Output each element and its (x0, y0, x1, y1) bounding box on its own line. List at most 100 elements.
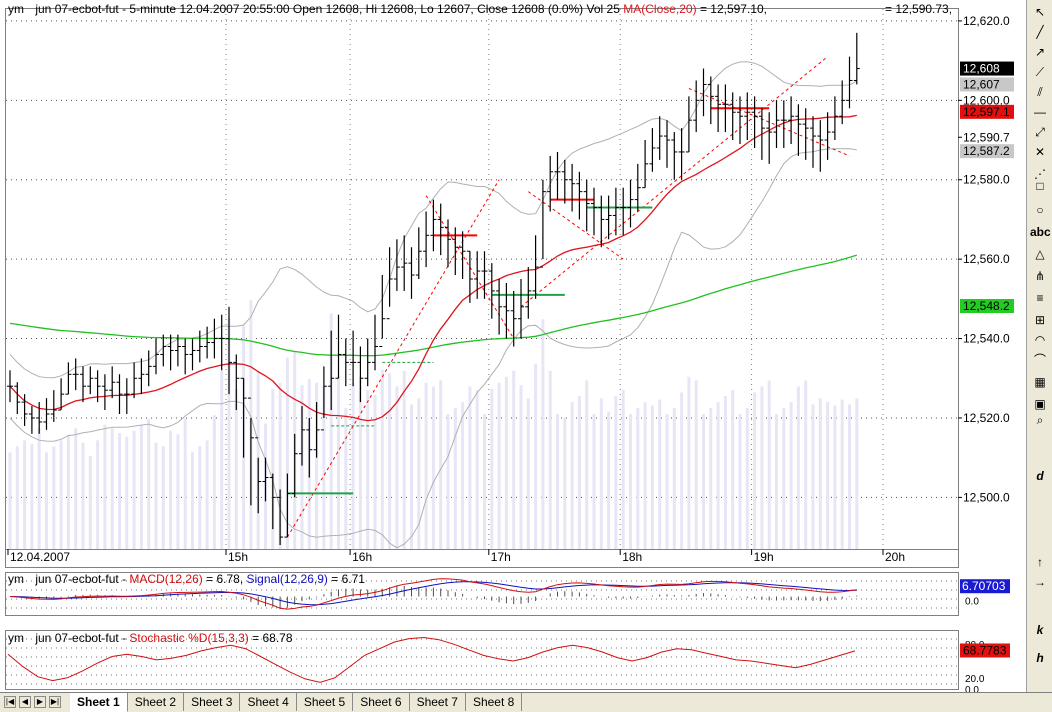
volume-bar (767, 380, 771, 549)
x-tick-label: 20h (885, 550, 905, 564)
volume-bar (607, 411, 611, 549)
price-tag (960, 299, 1014, 313)
volume-bar (351, 382, 355, 549)
tab-sheet-5[interactable]: Sheet 5 (296, 693, 354, 711)
volume-bar (621, 390, 625, 549)
cross-line-icon[interactable]: ✕ (1034, 145, 1046, 159)
trendline-tool-icon[interactable]: ⟋ (1035, 65, 1045, 79)
tab-sheet-4[interactable]: Sheet 4 (240, 693, 297, 711)
x-tick-label: 15h (228, 550, 248, 564)
italic-d-icon[interactable]: d (1036, 469, 1044, 483)
text-tool-icon[interactable]: abc (1030, 225, 1051, 239)
volume-bar (636, 408, 640, 549)
tab-sheet-2[interactable]: Sheet 2 (127, 693, 185, 711)
horizontal-line-icon[interactable]: ― (1034, 105, 1046, 119)
stochastic-label: Stochastic %D(15,3,3) (129, 631, 248, 645)
open-value: Open 12608, (293, 2, 362, 16)
volume-bar (191, 452, 194, 549)
volume-bar (760, 386, 764, 549)
volume-bar (373, 394, 377, 549)
zoom-icon[interactable]: ⌕ (1036, 413, 1044, 427)
datetime: 12.04.2007 20:55:00 (179, 2, 289, 16)
macd-value-tag (960, 579, 1010, 594)
grid-icon[interactable]: ▦ (1034, 375, 1046, 389)
tab-sheet-7[interactable]: Sheet 7 (409, 693, 466, 711)
volume-bar (672, 408, 676, 549)
volume-bar (534, 363, 538, 549)
rectangle-icon[interactable]: □ (1036, 179, 1044, 193)
volume-bar (629, 414, 632, 549)
volume-bar (169, 430, 173, 549)
ma20-line (9, 114, 857, 422)
price-tag (960, 61, 1014, 76)
triangle-icon[interactable]: △ (1035, 247, 1045, 261)
trendline-down-3 (688, 87, 850, 157)
ellipse-icon[interactable]: ○ (1036, 203, 1044, 217)
volume-bar (840, 399, 844, 549)
tab-sheet-8[interactable]: Sheet 8 (465, 693, 523, 711)
tab-sheet-3[interactable]: Sheet 3 (184, 693, 241, 711)
vol-value: Vol 25 (587, 2, 621, 16)
fan-icon[interactable]: ⋰ (1034, 167, 1046, 181)
volume-bar (315, 382, 319, 549)
volume-bar (45, 452, 48, 549)
italic-h-icon[interactable]: h (1036, 651, 1044, 665)
volume-bar (30, 443, 34, 549)
volume-bar (23, 440, 27, 549)
last-sheet-button[interactable]: ▶| (49, 696, 61, 708)
line-tool-icon[interactable]: ╱ (1036, 25, 1044, 39)
pitchfork-icon[interactable]: ⋔ (1034, 269, 1046, 283)
gann-icon[interactable]: ⊞ (1034, 313, 1046, 327)
stochastic-panel[interactable] (5, 630, 959, 690)
volume-bar (643, 402, 647, 549)
italic-k-icon[interactable]: k (1036, 623, 1044, 637)
volume-bar (446, 414, 450, 549)
y-tick-label: 12,600.0 (963, 93, 1010, 107)
price-tag-label: 12,548.2 (963, 299, 1010, 313)
volume-bar (205, 440, 209, 549)
stochastic-value-tag (960, 643, 1010, 658)
volume-bar (453, 408, 457, 549)
volume-bar (789, 402, 793, 549)
first-sheet-button[interactable]: |◀ (4, 696, 16, 708)
volume-bar (431, 386, 435, 549)
y-tick-label: 12,520.0 (963, 411, 1010, 425)
pointer-tool-icon[interactable]: ↖ (1034, 5, 1046, 19)
volume-bar (526, 398, 530, 549)
volume-bar (322, 386, 326, 549)
volume-bar (614, 396, 618, 549)
volume-bar (358, 376, 362, 549)
price-tag-label: 12,597.1 (963, 105, 1010, 119)
arc-icon[interactable]: ⌒ (1033, 353, 1046, 367)
hi-value: Hi 12608, (366, 2, 417, 16)
volume-bar (782, 408, 786, 549)
y-tick-label: 12,620.0 (963, 14, 1010, 28)
macd-label: MACD(12,26) (129, 572, 202, 586)
channel-tool-icon[interactable]: ⫽ (1037, 85, 1043, 99)
arrow-right-icon[interactable]: → (1034, 575, 1046, 589)
arrow-up-icon[interactable]: ↑ (1037, 555, 1043, 569)
volume-bar (702, 414, 705, 549)
volume-bar (59, 440, 63, 549)
box-icon[interactable]: ▣ (1034, 397, 1046, 411)
volume-bar (848, 404, 851, 549)
cycle-icon[interactable]: ◠ (1034, 333, 1046, 347)
ray-tool-icon[interactable]: ↗ (1034, 45, 1046, 59)
signal-label: Signal(12,26,9) (247, 572, 328, 586)
volume-bar (337, 375, 340, 549)
macd-lines (6, 578, 958, 610)
next-sheet-button[interactable]: ▶ (34, 696, 46, 708)
extended-line-icon[interactable]: ⤢ (1035, 125, 1045, 139)
lo-value: Lo 12607, (420, 2, 473, 16)
fibonacci-icon[interactable]: ≡ (1036, 291, 1044, 305)
volume-bar (132, 430, 136, 549)
tab-sheet-1[interactable]: Sheet 1 (70, 693, 128, 712)
price-tag (960, 144, 1014, 159)
volume-bar (88, 455, 92, 549)
chart-area: 12,620.0 12,600.0 12,580.0 12,560.0 12,540.0… (5, 2, 1014, 692)
tab-sheet-6[interactable]: Sheet 6 (353, 693, 410, 711)
prev-sheet-button[interactable]: ◀ (19, 696, 31, 708)
bollinger-bands (9, 61, 858, 549)
price-tag-label: 12,607 (963, 77, 1000, 91)
volume-bar (665, 414, 669, 549)
